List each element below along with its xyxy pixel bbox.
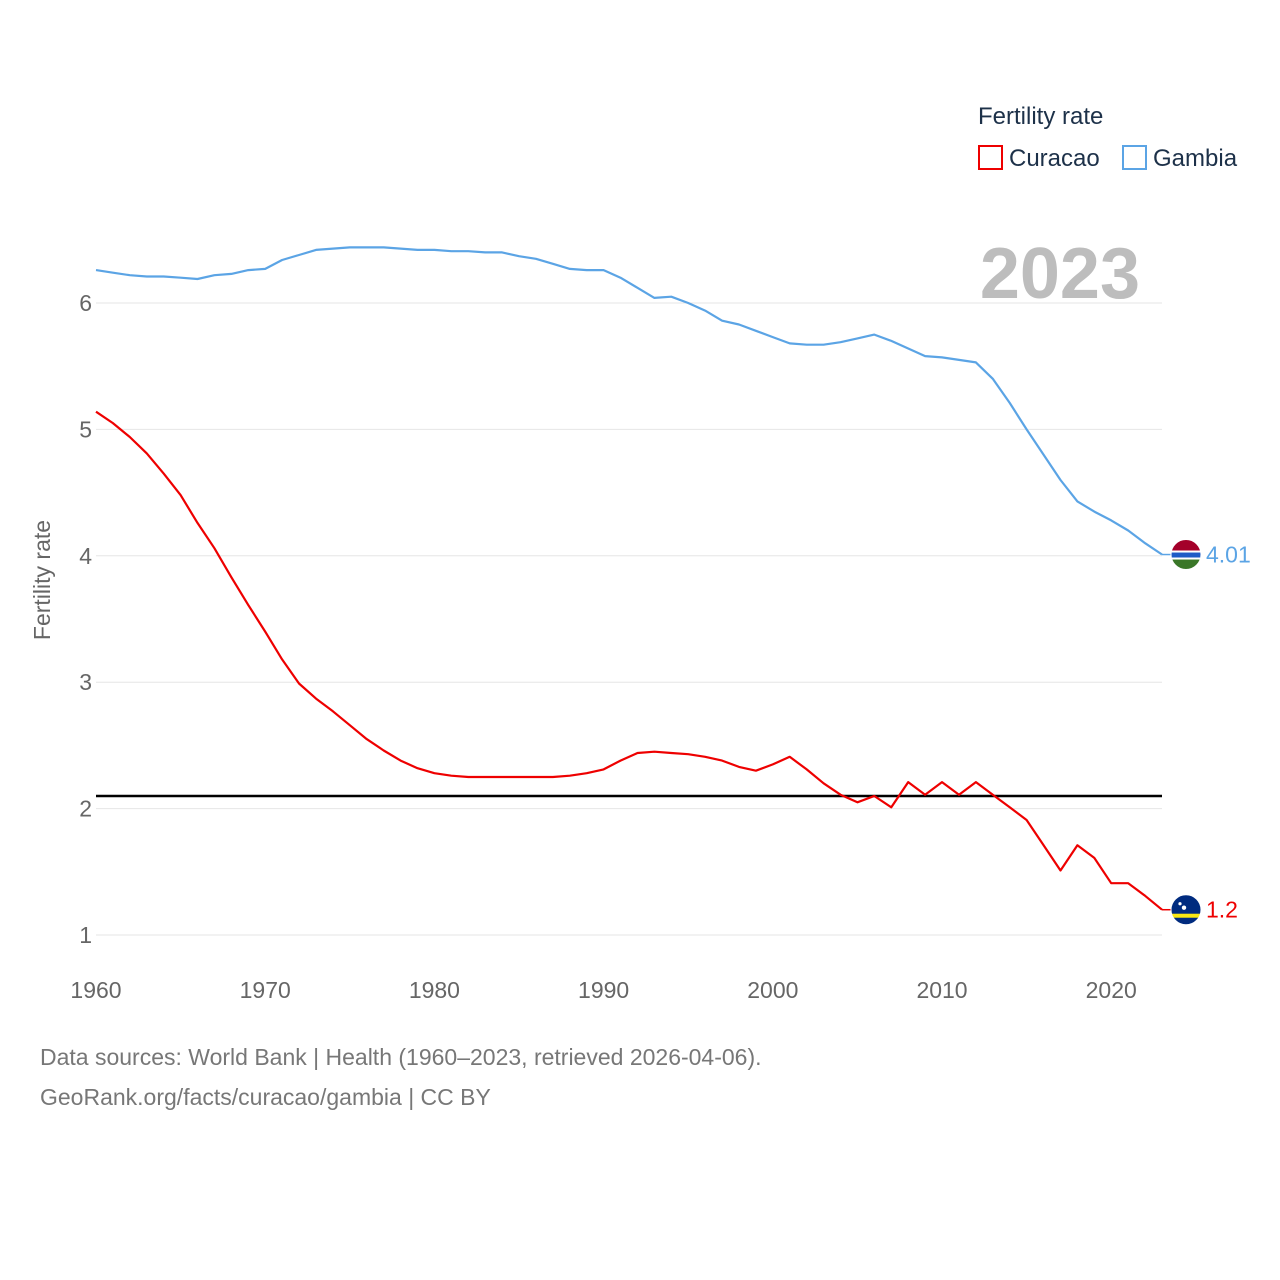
y-tick-label: 4: [79, 543, 92, 569]
y-axis-title: Fertility rate: [29, 520, 55, 640]
y-tick-label: 5: [79, 416, 92, 442]
series-line-gambia[interactable]: [95, 246, 1163, 556]
x-tick-label: 2020: [1086, 977, 1137, 1003]
x-tick-label: 1980: [409, 977, 460, 1003]
y-tick-label: 3: [79, 669, 92, 695]
y-axis-ticks: 1 2 3 4 5 6: [79, 290, 92, 948]
gridlines: [96, 302, 1162, 936]
x-tick-label: 1960: [70, 977, 121, 1003]
curacao-flag-icon: [1170, 894, 1202, 926]
series-line-curacao[interactable]: [95, 410, 1163, 911]
data-sources-note: Data sources: World Bank | Health (1960–…: [40, 1044, 762, 1070]
x-tick-label: 1970: [240, 977, 291, 1003]
year-label: 2023: [980, 234, 1140, 314]
end-value-label: 4.01: [1206, 542, 1251, 568]
y-tick-label: 2: [79, 796, 92, 822]
legend-swatch-gambia[interactable]: [1122, 145, 1147, 170]
y-tick-label: 6: [79, 290, 92, 316]
y-tick-label: 1: [79, 922, 92, 948]
x-tick-label: 2010: [916, 977, 967, 1003]
legend-label-gambia[interactable]: Gambia: [1153, 145, 1238, 172]
end-markers: 1.2 4.01: [1162, 539, 1251, 926]
legend-title: Fertility rate: [978, 103, 1103, 130]
end-value-label: 1.2: [1206, 897, 1238, 923]
series-lines[interactable]: [95, 246, 1163, 911]
legend-swatch-curacao[interactable]: [978, 145, 1003, 170]
x-axis-ticks: 1960 1970 1980 1990 2000 2010 2020: [70, 977, 1136, 1003]
legend-label-curacao[interactable]: Curacao: [1009, 145, 1100, 172]
legend: Fertility rate Curacao Gambia: [978, 103, 1238, 172]
x-tick-label: 1990: [578, 977, 629, 1003]
credit-note: GeoRank.org/facts/curacao/gambia | CC BY: [40, 1084, 491, 1110]
gambia-flag-icon: [1170, 539, 1202, 571]
x-tick-label: 2000: [747, 977, 798, 1003]
